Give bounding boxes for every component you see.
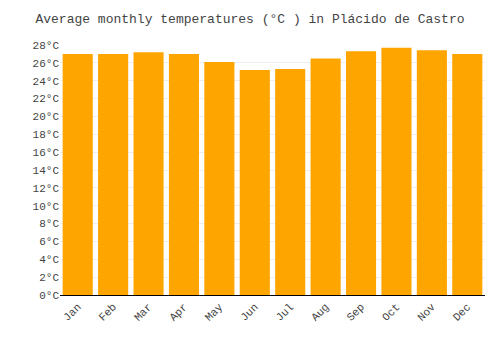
- svg-text:Aug: Aug: [309, 301, 331, 323]
- svg-text:4°C: 4°C: [39, 254, 59, 266]
- svg-text:14°C: 14°C: [33, 165, 60, 177]
- svg-text:26°C: 26°C: [33, 58, 60, 70]
- svg-text:16°C: 16°C: [33, 147, 60, 159]
- svg-text:Average monthly temperatures (: Average monthly temperatures (°C ) in Pl…: [35, 12, 464, 27]
- svg-text:10°C: 10°C: [33, 201, 60, 213]
- svg-text:Dec: Dec: [451, 301, 473, 323]
- svg-text:Feb: Feb: [97, 301, 119, 323]
- svg-text:Jun: Jun: [238, 301, 260, 323]
- svg-text:8°C: 8°C: [39, 218, 59, 230]
- svg-text:Apr: Apr: [167, 301, 189, 323]
- svg-text:Nov: Nov: [415, 301, 438, 324]
- svg-text:Oct: Oct: [380, 301, 402, 323]
- svg-text:22°C: 22°C: [33, 93, 60, 105]
- svg-text:24°C: 24°C: [33, 76, 60, 88]
- svg-text:0°C: 0°C: [39, 290, 59, 302]
- svg-text:Sep: Sep: [345, 301, 367, 323]
- svg-text:20°C: 20°C: [33, 111, 60, 123]
- svg-text:6°C: 6°C: [39, 236, 59, 248]
- svg-text:May: May: [203, 301, 226, 324]
- svg-text:Mar: Mar: [132, 301, 154, 323]
- svg-text:28°C: 28°C: [33, 40, 60, 52]
- svg-text:Jan: Jan: [61, 301, 83, 323]
- svg-text:18°C: 18°C: [33, 129, 60, 141]
- svg-text:Jul: Jul: [274, 301, 296, 323]
- svg-text:2°C: 2°C: [39, 272, 59, 284]
- svg-text:12°C: 12°C: [33, 183, 60, 195]
